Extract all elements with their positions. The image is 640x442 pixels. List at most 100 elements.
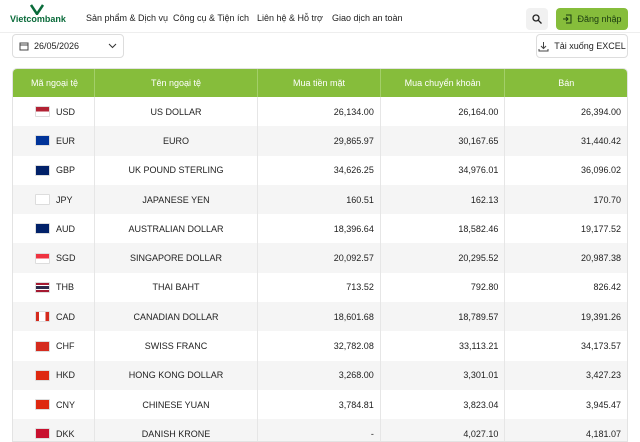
download-button[interactable]: Tải xuống EXCEL bbox=[536, 34, 628, 58]
rate-value: 34,626.25 bbox=[258, 155, 381, 185]
flag-icon bbox=[35, 281, 50, 293]
flag-icon bbox=[35, 106, 50, 118]
rate-value: 3,784.81 bbox=[258, 389, 381, 420]
rate-value: 162.13 bbox=[381, 184, 506, 215]
flag-icon bbox=[35, 428, 50, 440]
currency-name: CHINESE YUAN bbox=[95, 389, 259, 420]
logo-icon bbox=[30, 4, 44, 15]
table-row: JPY JAPANESE YEN 160.51 162.13 170.70 bbox=[13, 184, 627, 215]
rate-value: 18,789.57 bbox=[381, 302, 506, 332]
rate-value: 34,976.01 bbox=[381, 155, 506, 185]
currency-code-cell: DKK bbox=[13, 419, 95, 441]
currency-code-cell: AUD bbox=[13, 214, 95, 244]
currency-code-cell: CNY bbox=[13, 389, 95, 420]
nav-item[interactable]: Sản phẩm & Dịch vụ bbox=[86, 13, 169, 23]
rate-value: - bbox=[258, 419, 381, 441]
flag-icon bbox=[35, 135, 50, 147]
rate-value: 20,295.52 bbox=[381, 243, 506, 273]
column-header: Tên ngoại tệ bbox=[95, 69, 259, 97]
date-value: 26/05/2026 bbox=[34, 41, 80, 51]
nav-item[interactable]: Liên hệ & Hỗ trợ bbox=[257, 13, 323, 23]
currency-name: JAPANESE YEN bbox=[95, 184, 259, 215]
rate-value: 29,865.97 bbox=[258, 126, 381, 156]
rate-table: Mã ngoại tệ Tên ngoại tệ Mua tiền mặt Mua c… bbox=[12, 68, 628, 442]
currency-code-cell: SGD bbox=[13, 243, 95, 273]
rate-value: 32,782.08 bbox=[258, 331, 381, 361]
rate-value: 26,164.00 bbox=[381, 97, 506, 127]
rate-value: 826.42 bbox=[593, 282, 622, 293]
currency-code-cell: THB bbox=[13, 272, 95, 303]
rate-value: 18,601.68 bbox=[258, 302, 381, 332]
rate-value: 4,181.07 bbox=[585, 428, 622, 439]
flag-icon bbox=[35, 369, 50, 381]
rate-value: 3,427.23 bbox=[585, 370, 622, 381]
table-row: THB THAI BAHT 713.52 792.80 826.42 bbox=[13, 272, 627, 303]
rate-value: 18,396.64 bbox=[258, 214, 381, 244]
column-header: Mua chuyển khoản bbox=[381, 69, 506, 97]
rate-value: 792.80 bbox=[381, 272, 506, 303]
date-picker[interactable]: 26/05/2026 bbox=[12, 34, 124, 58]
login-icon bbox=[563, 14, 572, 24]
rate-value: 26,134.00 bbox=[258, 97, 381, 127]
column-header: Bán bbox=[558, 78, 575, 88]
rate-value: 3,945.47 bbox=[585, 399, 622, 410]
flag-icon bbox=[35, 340, 50, 352]
table-row: CHF SWISS FRANC 32,782.08 33,113.21 34,173.5… bbox=[13, 331, 627, 361]
currency-code-cell: CAD bbox=[13, 302, 95, 332]
login-label: Đăng nhập bbox=[577, 14, 622, 24]
rate-value: 3,823.04 bbox=[381, 389, 506, 420]
rate-value: 713.52 bbox=[258, 272, 381, 303]
nav-item[interactable]: Công cụ & Tiện ích bbox=[173, 13, 250, 23]
rate-value: 30,167.65 bbox=[381, 126, 506, 156]
currency-code: DKK bbox=[56, 428, 75, 439]
currency-code: CNY bbox=[56, 399, 76, 410]
currency-code: CHF bbox=[56, 341, 75, 352]
currency-code: SGD bbox=[56, 253, 76, 264]
currency-name: DANISH KRONE bbox=[95, 419, 259, 441]
rate-value: 18,582.46 bbox=[381, 214, 506, 244]
table-row: DKK DANISH KRONE -4,027.10 4,181.07 bbox=[13, 419, 627, 441]
currency-name: AUSTRALIAN DOLLAR bbox=[95, 214, 259, 244]
rate-value: 3,301.01 bbox=[381, 360, 506, 390]
rate-value: 34,173.57 bbox=[580, 341, 622, 352]
currency-code: GBP bbox=[56, 165, 76, 176]
chevron bbox=[108, 43, 117, 49]
calendar-icon bbox=[19, 42, 29, 51]
rate-value: 19,177.52 bbox=[580, 223, 622, 234]
flag-icon bbox=[35, 252, 50, 264]
flag-icon bbox=[35, 164, 50, 176]
rate-value: 20,092.57 bbox=[258, 243, 381, 273]
rate-value: 36,096.02 bbox=[580, 165, 622, 176]
download-label: Tải xuống EXCEL bbox=[554, 41, 626, 51]
currency-code: AUD bbox=[56, 223, 76, 234]
currency-code: HKD bbox=[56, 370, 76, 381]
table-row: SGD SINGAPORE DOLLAR 20,092.57 20,295.52 20,… bbox=[13, 243, 627, 273]
currency-code: EUR bbox=[56, 135, 76, 146]
rate-value: 170.70 bbox=[593, 194, 622, 205]
rate-value: 33,113.21 bbox=[381, 331, 506, 361]
table-row: USD US DOLLAR 26,134.00 26,164.00 26,394.00 bbox=[13, 97, 627, 127]
login-button[interactable]: Đăng nhập bbox=[556, 8, 628, 30]
rate-value: 19,391.26 bbox=[580, 311, 622, 322]
flag-icon bbox=[35, 311, 50, 323]
currency-name: HONG KONG DOLLAR bbox=[95, 360, 259, 390]
table-row: CNY CHINESE YUAN 3,784.81 3,823.04 3,945.47 bbox=[13, 389, 627, 420]
currency-code: THB bbox=[56, 282, 74, 293]
nav-item[interactable]: Giao dịch an toàn bbox=[332, 13, 403, 23]
search-button[interactable] bbox=[526, 8, 548, 30]
flag-icon bbox=[35, 194, 50, 206]
table-row: EUR EURO 29,865.97 30,167.65 31,440.42 bbox=[13, 126, 627, 156]
table-row: GBP UK POUND STERLING 34,626.25 34,976.01 36… bbox=[13, 155, 627, 185]
currency-name: THAI BAHT bbox=[95, 272, 259, 303]
currency-name: UK POUND STERLING bbox=[95, 155, 259, 185]
currency-code: JPY bbox=[56, 194, 73, 205]
currency-code-cell: CHF bbox=[13, 331, 95, 361]
currency-code: USD bbox=[56, 106, 76, 117]
rate-value: 3,268.00 bbox=[258, 360, 381, 390]
logo-text[interactable]: Vietcombank bbox=[10, 14, 66, 24]
column-header: Mã ngoại tệ bbox=[13, 69, 95, 97]
rate-value: 31,440.42 bbox=[580, 135, 622, 146]
table-row: AUD AUSTRALIAN DOLLAR 18,396.64 18,582.46 19… bbox=[13, 214, 627, 244]
currency-name: CANADIAN DOLLAR bbox=[95, 302, 259, 332]
